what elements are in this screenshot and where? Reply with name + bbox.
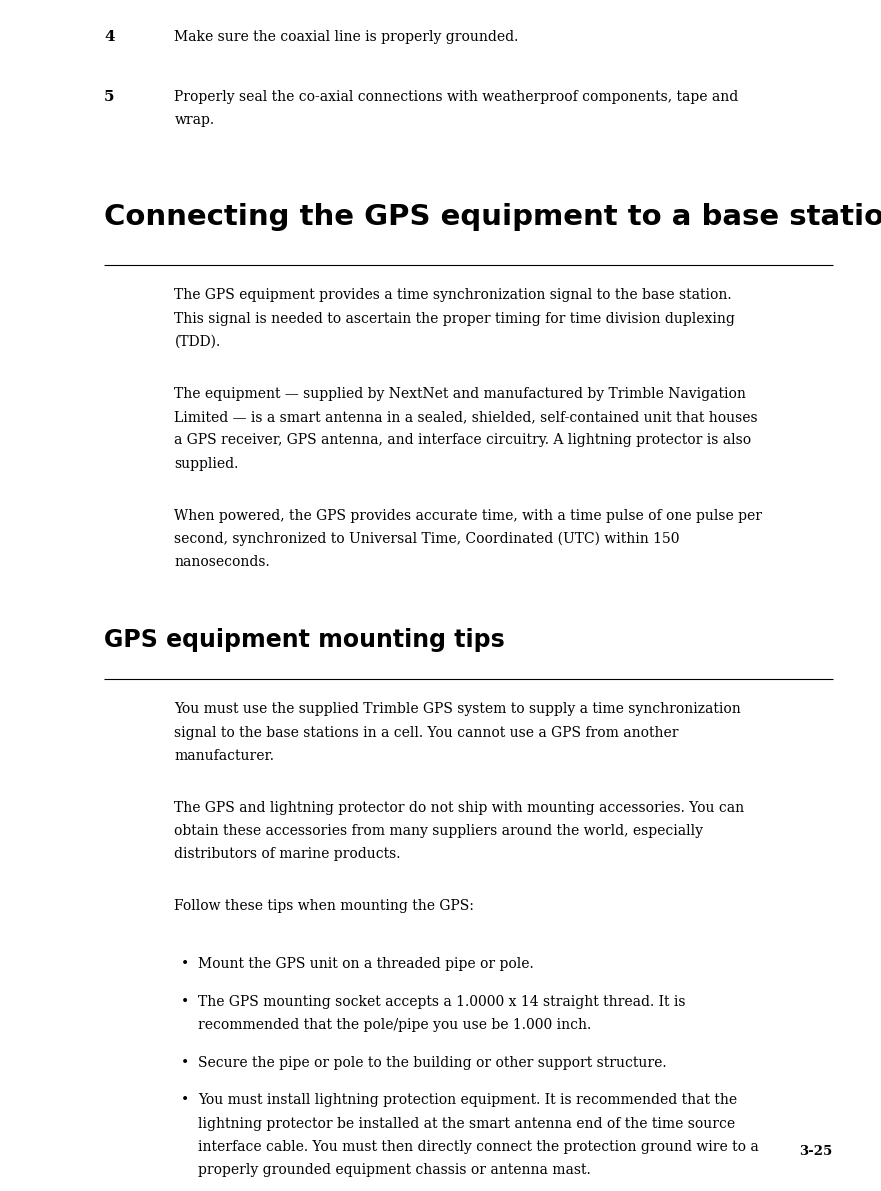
Text: Make sure the coaxial line is properly grounded.: Make sure the coaxial line is properly g… [174,30,519,44]
Text: distributors of marine products.: distributors of marine products. [174,847,401,861]
Text: •: • [181,958,189,972]
Text: Follow these tips when mounting the GPS:: Follow these tips when mounting the GPS: [174,899,474,913]
Text: nanoseconds.: nanoseconds. [174,555,270,569]
Text: The GPS equipment provides a time synchronization signal to the base station.: The GPS equipment provides a time synchr… [174,288,732,303]
Text: The GPS mounting socket accepts a 1.0000 x 14 straight thread. It is: The GPS mounting socket accepts a 1.0000… [198,994,685,1009]
Text: You must use the supplied Trimble GPS system to supply a time synchronization: You must use the supplied Trimble GPS sy… [174,703,741,716]
Text: The equipment — supplied by NextNet and manufactured by Trimble Navigation: The equipment — supplied by NextNet and … [174,387,746,401]
Text: GPS equipment mounting tips: GPS equipment mounting tips [104,629,505,653]
Text: •: • [181,1093,189,1108]
Text: (TDD).: (TDD). [174,335,220,349]
Text: signal to the base stations in a cell. You cannot use a GPS from another: signal to the base stations in a cell. Y… [174,725,679,740]
Text: Limited — is a smart antenna in a sealed, shielded, self-contained unit that hou: Limited — is a smart antenna in a sealed… [174,410,758,424]
Text: 3-25: 3-25 [799,1145,833,1158]
Text: Properly seal the co-axial connections with weatherproof components, tape and: Properly seal the co-axial connections w… [174,89,738,104]
Text: obtain these accessories from many suppliers around the world, especially: obtain these accessories from many suppl… [174,824,703,838]
Text: Secure the pipe or pole to the building or other support structure.: Secure the pipe or pole to the building … [198,1055,667,1070]
Text: 4: 4 [104,30,115,44]
Text: The GPS and lightning protector do not ship with mounting accessories. You can: The GPS and lightning protector do not s… [174,800,744,815]
Text: second, synchronized to Universal Time, Coordinated (UTC) within 150: second, synchronized to Universal Time, … [174,531,680,547]
Text: Mount the GPS unit on a threaded pipe or pole.: Mount the GPS unit on a threaded pipe or… [198,958,534,972]
Text: Connecting the GPS equipment to a base station: Connecting the GPS equipment to a base s… [104,202,881,231]
Text: properly grounded equipment chassis or antenna mast.: properly grounded equipment chassis or a… [198,1164,591,1177]
Text: a GPS receiver, GPS antenna, and interface circuitry. A lightning protector is a: a GPS receiver, GPS antenna, and interfa… [174,434,751,448]
Text: •: • [181,1055,189,1070]
Text: This signal is needed to ascertain the proper timing for time division duplexing: This signal is needed to ascertain the p… [174,312,736,325]
Text: •: • [181,994,189,1009]
Text: 5: 5 [104,89,115,104]
Text: You must install lightning protection equipment. It is recommended that the: You must install lightning protection eq… [198,1093,737,1108]
Text: recommended that the pole/pipe you use be 1.000 inch.: recommended that the pole/pipe you use b… [198,1018,591,1033]
Text: interface cable. You must then directly connect the protection ground wire to a: interface cable. You must then directly … [198,1140,759,1154]
Text: supplied.: supplied. [174,456,239,470]
Text: wrap.: wrap. [174,113,215,127]
Text: When powered, the GPS provides accurate time, with a time pulse of one pulse per: When powered, the GPS provides accurate … [174,509,762,523]
Text: manufacturer.: manufacturer. [174,749,275,762]
Text: lightning protector be installed at the smart antenna end of the time source: lightning protector be installed at the … [198,1117,736,1130]
